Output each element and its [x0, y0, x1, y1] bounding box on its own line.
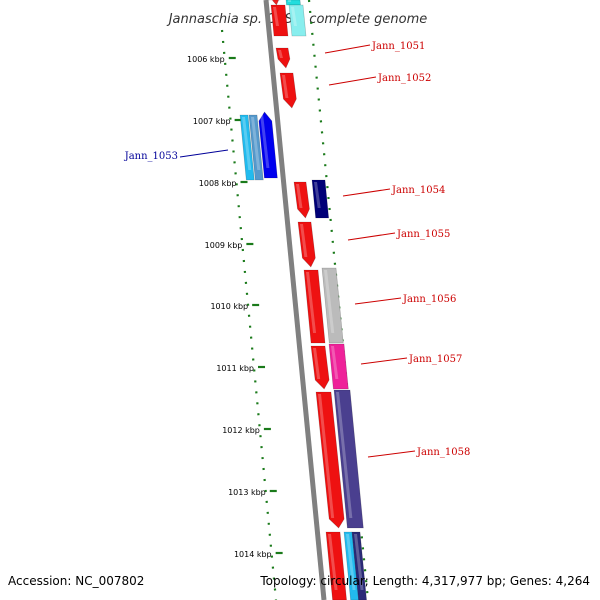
gene-label[interactable]: Jann_1054 [391, 185, 445, 196]
feature-highlight [288, 0, 292, 2]
gene-label[interactable]: Jann_1056 [402, 294, 456, 305]
kbp-ticks: 1006 kbp 1007 kbp 1008 kbp 1009 kbp 1010 kbp… [187, 0, 370, 600]
tick-label: 1008 kbp [199, 179, 237, 188]
gene-label-leader [347, 232, 396, 241]
gene-feature-jann-1057b [328, 343, 349, 390]
feature-highlight [300, 224, 308, 257]
gene-label[interactable]: Jann_1052 [377, 73, 431, 84]
tick-label: 1012 kbp [222, 426, 260, 435]
gene-label-leader [360, 357, 408, 365]
gene-feature-jann-1053b [248, 114, 264, 181]
tick-label: 1014 kbp [234, 550, 272, 559]
feature-highlight [306, 272, 317, 333]
tick-line-inner [220, 29, 278, 600]
gene-feature-jann-1055 [297, 221, 316, 268]
gene-label[interactable]: Jann_1058 [416, 447, 470, 458]
feature-highlight [331, 346, 339, 379]
gene-feature-jann-1058b [333, 389, 364, 529]
gene-feature-jann-1054 [293, 181, 310, 219]
gene-feature-jann-1058 [315, 391, 345, 529]
gene-feature-partial [351, 531, 367, 600]
feature-highlight [313, 348, 321, 379]
genome-summary: Topology: circular; Length: 4,317,977 bp… [260, 574, 590, 588]
tick-label: 1009 kbp [205, 241, 243, 250]
gene-label[interactable]: Jann_1053 [124, 151, 178, 162]
gene-label[interactable]: Jann_1057 [408, 354, 462, 365]
accession-text: Accession: NC_007802 [8, 574, 145, 588]
gene-feature-jann-1053a [239, 114, 255, 181]
tick-label: 1007 kbp [193, 117, 231, 126]
feature-highlight [251, 117, 261, 170]
gene-label-leader [354, 297, 402, 305]
gene-feature-partial [325, 531, 347, 600]
gene-feature-jann-1052 [279, 72, 297, 109]
gene-feature-jann-1056b [321, 267, 344, 344]
tick-label: 1006 kbp [187, 55, 225, 64]
feature-highlight [291, 7, 297, 26]
feature-highlight [328, 534, 338, 590]
gene-feature-jann-1054b [311, 179, 330, 219]
feature-highlight [336, 392, 353, 518]
feature-highlight [314, 182, 321, 208]
feature-highlight [296, 184, 303, 208]
gene-label-leader [179, 149, 229, 158]
feature-highlight [324, 270, 335, 333]
feature-highlight [346, 534, 356, 590]
gene-feature-jann-1057 [310, 345, 330, 390]
feature-highlight [354, 534, 364, 590]
gene-features [239, 0, 367, 600]
gene-labels: Jann_1051 Jann_1052 Jann_1053 Jann_1054 Jann… [124, 41, 471, 458]
gene-feature-partial [343, 531, 359, 600]
gene-feature-partial [267, 0, 281, 6]
gene-label[interactable]: Jann_1055 [396, 229, 450, 240]
gene-feature-jann-1053 [258, 111, 278, 179]
tick-label: 1010 kbp [210, 302, 248, 311]
tick-label: 1011 kbp [216, 364, 254, 373]
feature-highlight [318, 394, 335, 518]
gene-label-leader [367, 450, 416, 458]
gene-label-leader [324, 44, 371, 54]
gene-feature-jann-1051 [275, 47, 291, 69]
feature-highlight [270, 0, 274, 2]
gene-feature-jann-1056 [303, 269, 326, 344]
gene-label-leader [328, 76, 377, 86]
gene-feature-partial [288, 4, 307, 37]
feature-highlight [278, 50, 283, 58]
tick-label: 1013 kbp [228, 488, 266, 497]
gene-label[interactable]: Jann_1051 [371, 41, 425, 52]
feature-highlight [242, 117, 252, 170]
gene-label-leader [342, 188, 391, 197]
tick-line-outer [307, 0, 370, 600]
genome-backbone [263, 0, 327, 600]
feature-highlight [273, 7, 279, 26]
feature-highlight [260, 114, 270, 168]
feature-highlight [282, 75, 289, 98]
gene-feature-partial [270, 4, 289, 37]
